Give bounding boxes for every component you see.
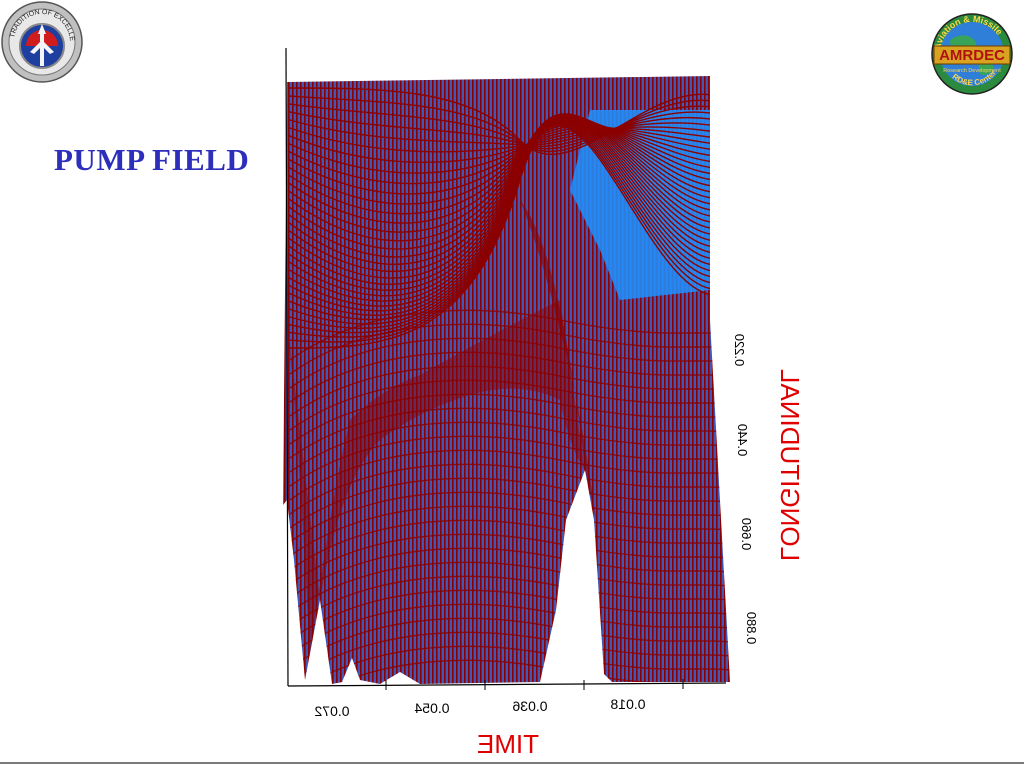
x-tick-label: 0.018 (610, 696, 645, 712)
x-tick-label: 0.072 (314, 703, 349, 719)
mesh-line (287, 122, 713, 153)
mesh-line (287, 95, 713, 153)
surface-mesh (283, 76, 730, 684)
mesh-line (287, 103, 713, 150)
mesh-line (289, 491, 730, 543)
mesh-line (289, 505, 730, 557)
mesh-line (287, 126, 713, 185)
mesh-line (289, 561, 730, 613)
tradition-of-excellence-seal-icon: TRADITION OF EXCELLENCE (0, 0, 83, 83)
mesh-line (287, 123, 713, 205)
amrdec-globe-logo-icon: Aviation & Missile AMRDEC Research Devel… (931, 13, 1013, 95)
x-axis-ticks (385, 679, 684, 690)
mesh-line (287, 127, 713, 174)
x-tick-labels: 0.072 0.054 0.036 0.018 (314, 696, 645, 719)
mesh-line (287, 124, 713, 349)
mesh-line (287, 110, 713, 148)
x-axis-label: TIME (477, 729, 539, 759)
mesh-line (289, 603, 730, 655)
x-tick-label: 0.054 (414, 700, 449, 716)
x-tick-label: 0.036 (512, 698, 547, 714)
logo-sub-text: Research Development (943, 68, 1001, 74)
y-tick-labels: 0.220 0.440 0.660 0.880 (732, 334, 759, 645)
mesh-line (289, 463, 730, 515)
mesh-line (287, 116, 713, 146)
y-axis-label: LONGITUDINAL (775, 369, 805, 561)
chart-axes (285, 47, 727, 687)
mesh-line (287, 125, 713, 195)
y-tick-label: 0.880 (744, 612, 759, 645)
slide-title: PUMP FIELD (54, 142, 250, 177)
mesh-line (289, 477, 730, 529)
logo-main-text: AMRDEC (939, 47, 1005, 64)
slide-bottom-border (0, 762, 1024, 764)
mesh-line (289, 547, 730, 599)
y-tick-label: 0.220 (732, 334, 747, 367)
mesh-line (287, 87, 713, 155)
mesh-line (289, 589, 730, 641)
y-tick-label: 0.440 (735, 424, 750, 457)
y-tick-label: 0.660 (739, 518, 754, 551)
mesh-line (287, 126, 713, 163)
mesh-line (289, 575, 730, 627)
mesh-line (289, 533, 730, 585)
mesh-line (289, 617, 730, 669)
mesh-line (289, 519, 730, 571)
mesh-line (289, 393, 730, 445)
